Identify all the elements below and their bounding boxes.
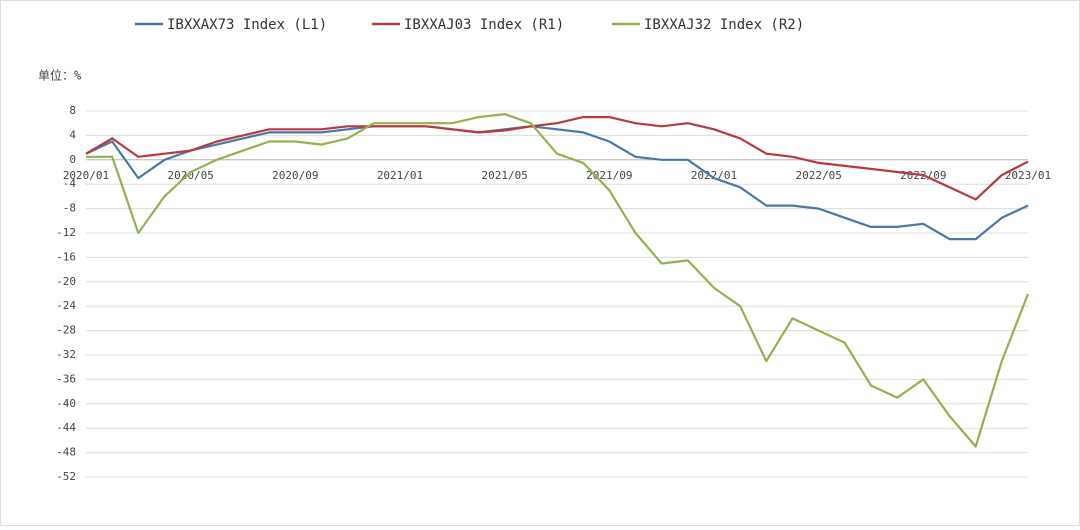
legend-label: IBXXAJ32 Index (R2): [644, 17, 804, 33]
y-tick-label: -36: [56, 372, 76, 385]
x-tick-label: 2020/01: [63, 169, 109, 182]
unit-label: 单位：%: [38, 68, 82, 83]
y-tick-label: 8: [69, 104, 76, 117]
legend-label: IBXXAJ03 Index (R1): [404, 17, 564, 33]
y-tick-label: 4: [69, 128, 76, 141]
y-tick-label: -16: [56, 250, 76, 263]
y-tick-label: 0: [69, 153, 76, 166]
x-tick-label: 2023/01: [1005, 169, 1051, 182]
y-tick-label: -12: [56, 226, 76, 239]
y-tick-label: -4: [63, 177, 77, 190]
y-tick-label: -48: [56, 446, 76, 459]
y-tick-label: -28: [56, 324, 76, 337]
y-tick-label: -52: [56, 470, 76, 483]
x-tick-label: 2021/01: [377, 169, 423, 182]
y-tick-label: -24: [56, 299, 76, 312]
legend: IBXXAX73 Index (L1) IBXXAJ03 Index (R1) IB…: [135, 17, 804, 33]
series-line: [85, 125, 1029, 241]
x-tick-label: 2021/09: [586, 169, 632, 182]
y-tick-label: -20: [56, 275, 76, 288]
y-tick-label: -32: [56, 348, 76, 361]
x-tick-label: 2020/05: [167, 169, 213, 182]
x-tick-label: 2021/05: [481, 169, 527, 182]
y-tick-label: -40: [56, 397, 76, 410]
x-tick-label: 2022/01: [691, 169, 737, 182]
y-tick-label: -44: [56, 421, 76, 434]
y-tick-label: -8: [63, 202, 76, 215]
x-tick-label: 2020/09: [272, 169, 318, 182]
series-line: [85, 116, 1029, 201]
series-line: [86, 113, 1030, 448]
legend-label: IBXXAX73 Index (L1): [167, 17, 327, 33]
x-tick-label: 2022/05: [795, 169, 841, 182]
